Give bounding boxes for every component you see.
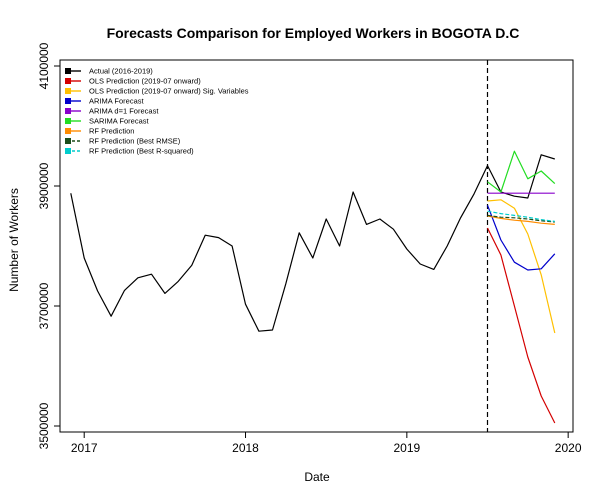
- legend-swatch-box: [65, 148, 71, 154]
- series-line-0: [70, 154, 555, 332]
- series-line-8: [487, 210, 555, 222]
- legend-swatch-box: [65, 88, 71, 94]
- series-line-5: [487, 150, 556, 193]
- y-tick-label: 4100000: [37, 42, 51, 89]
- x-tick-label: 2018: [232, 441, 259, 455]
- legend-entry-label: OLS Prediction (2019-07 onward): [89, 77, 201, 86]
- x-axis-label: Date: [304, 470, 330, 484]
- x-axis-ticks: 2017 2018 2019 2020: [71, 432, 582, 455]
- legend: Actual (2016-2019)OLS Prediction (2019-0…: [65, 67, 249, 156]
- y-tick-label: 3500000: [37, 402, 51, 449]
- legend-entry-label: RF Prediction (Best RMSE): [89, 137, 181, 146]
- legend-swatch-box: [65, 78, 71, 84]
- x-tick-label: 2017: [71, 441, 98, 455]
- legend-swatch-box: [65, 128, 71, 134]
- legend-swatch-box: [65, 118, 71, 124]
- legend-swatch-box: [65, 68, 71, 74]
- series-line-3: [486, 204, 556, 271]
- legend-swatch-box: [65, 108, 71, 114]
- legend-entry-label: ARIMA Forecast: [89, 97, 145, 106]
- y-tick-label: 3700000: [37, 282, 51, 329]
- legend-entry-label: SARIMA Forecast: [89, 117, 150, 126]
- chart-title: Forecasts Comparison for Employed Worker…: [107, 25, 520, 41]
- legend-entry-label: Actual (2016-2019): [89, 67, 153, 76]
- legend-entry-label: ARIMA d=1 Forecast: [89, 107, 159, 116]
- series-line-7: [487, 214, 555, 223]
- legend-swatch-box: [65, 138, 71, 144]
- series-layer: [70, 150, 556, 424]
- x-tick-label: 2020: [555, 441, 582, 455]
- x-tick-label: 2019: [393, 441, 420, 455]
- y-tick-label: 3900000: [37, 162, 51, 209]
- y-axis-label: Number of Workers: [7, 188, 21, 292]
- series-line-1: [486, 227, 556, 424]
- plot-frame: [59, 59, 574, 433]
- legend-swatch-box: [65, 98, 71, 104]
- y-axis-ticks: 3500000 3700000 3900000 4100000: [37, 42, 60, 449]
- legend-entry-label: RF Prediction (Best R-squared): [89, 147, 194, 156]
- legend-entry-label: OLS Prediction (2019-07 onward) Sig. Var…: [89, 87, 249, 96]
- series-line-6: [487, 215, 555, 225]
- legend-entry-label: RF Prediction: [89, 127, 134, 136]
